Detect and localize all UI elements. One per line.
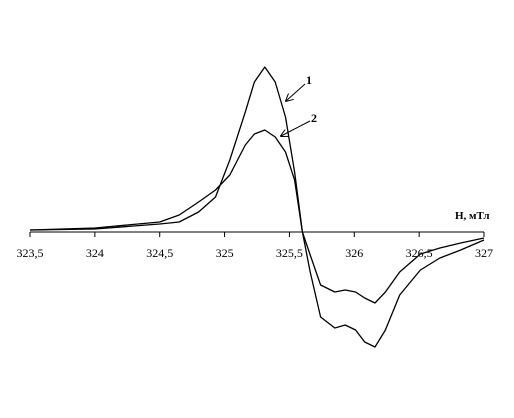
x-tick-label: 327: [475, 246, 493, 260]
x-tick-label: 325: [216, 246, 234, 260]
arrow: [281, 120, 311, 136]
curve: [29, 66, 485, 348]
x-tick-label: 324: [86, 246, 104, 260]
x-tick-label: 325,5: [276, 246, 303, 260]
arrow: [286, 83, 306, 101]
x-tick-label: 326,5: [406, 246, 433, 260]
x-tick-label: 326: [345, 246, 363, 260]
x-tick-label: 323,5: [17, 246, 44, 260]
curve: [29, 129, 485, 304]
curve-label: 2: [311, 111, 317, 125]
curve-label: 1: [306, 73, 312, 87]
x-axis-label: H, мТл: [455, 210, 490, 222]
x-tick-label: 324,5: [146, 246, 173, 260]
